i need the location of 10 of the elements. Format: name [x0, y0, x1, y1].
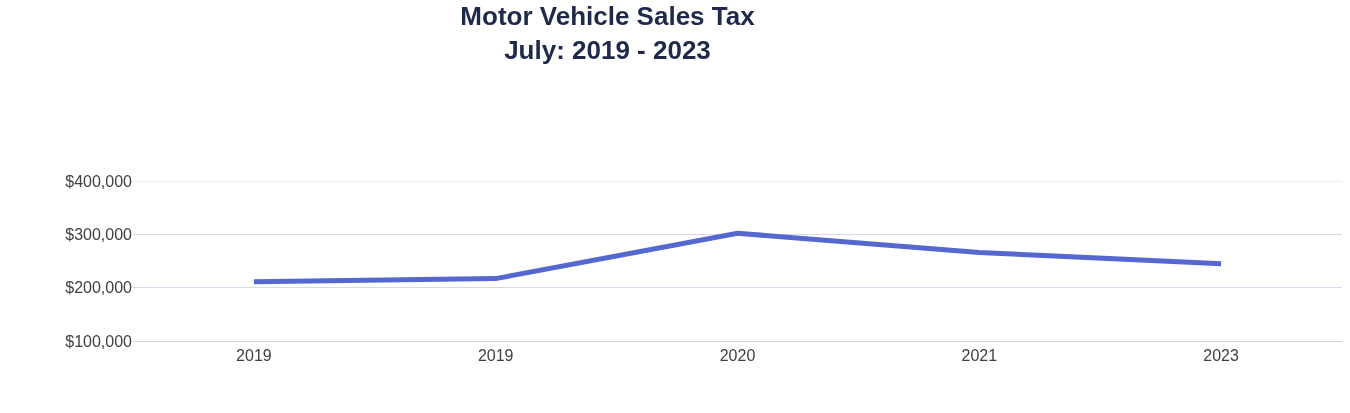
x-tick-label: 2021: [961, 347, 998, 365]
y-tick-label: $400,000: [65, 172, 133, 190]
x-tick-label: 2020: [719, 347, 756, 365]
x-tick-label: 2019: [236, 347, 272, 365]
x-tick-label: 2023: [1203, 347, 1239, 365]
chart-title: Motor Vehicle Sales Tax July: 2019 - 2023: [460, 0, 756, 65]
y-tick-label: $100,000: [65, 332, 133, 350]
x-tick-label: 2019: [477, 347, 514, 365]
y-tick-label: $200,000: [65, 279, 133, 297]
y-tick-label: $300,000: [65, 225, 133, 243]
